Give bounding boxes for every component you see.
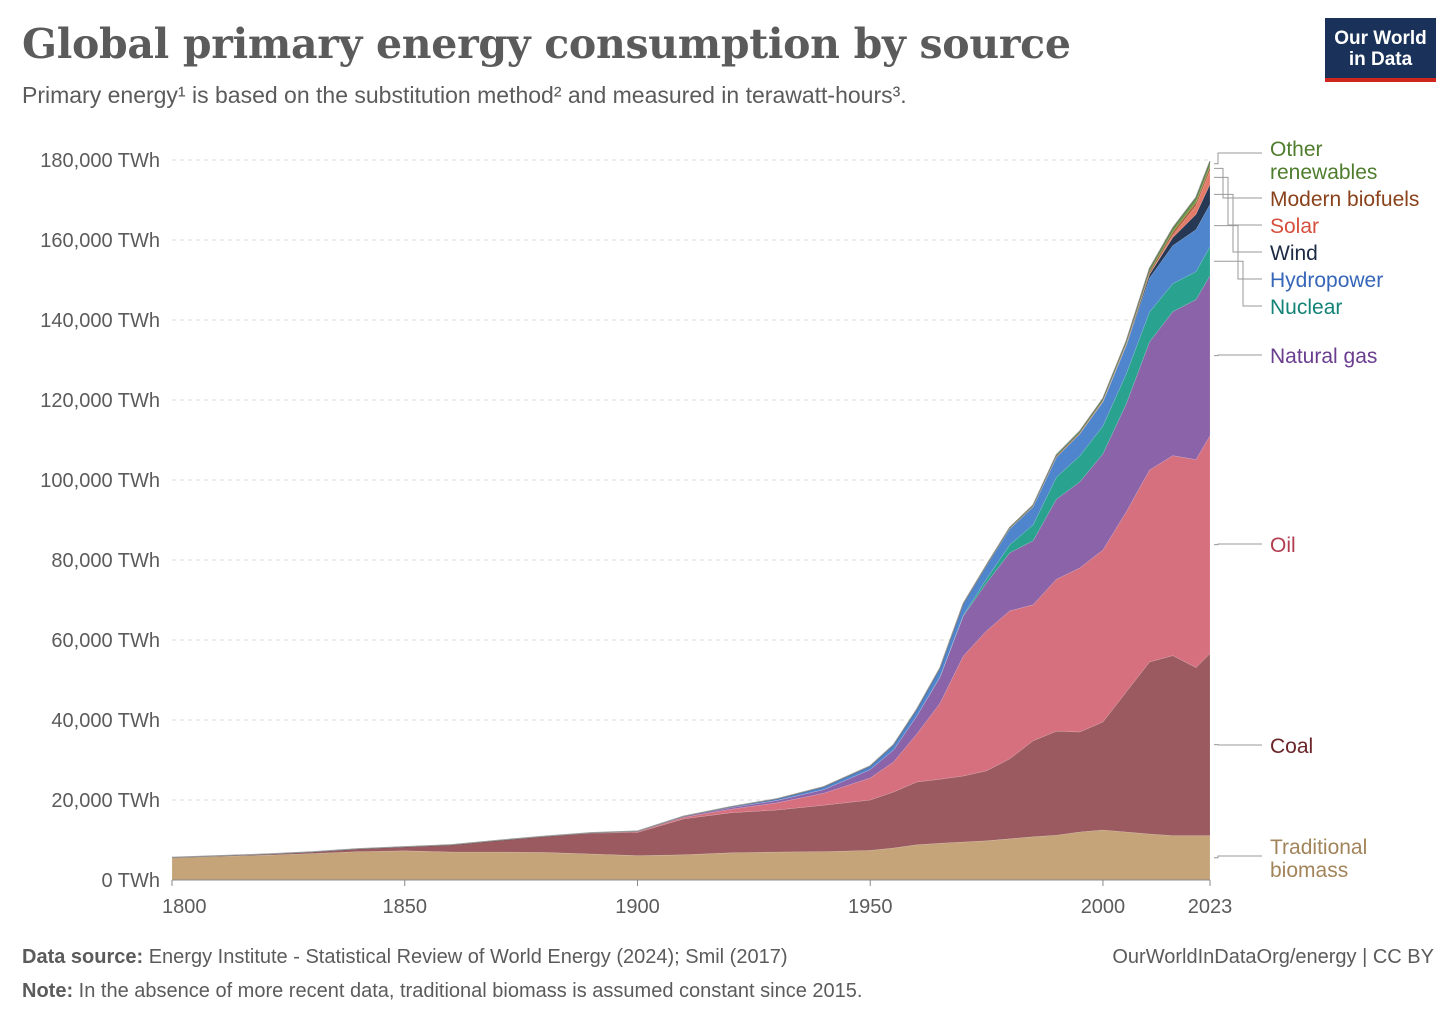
axes: 0 TWh 20,000 TWh 40,000 TWh 60,000 TWh 80,00… bbox=[40, 150, 1232, 918]
legend-connector bbox=[1214, 152, 1262, 165]
legend-connector bbox=[1214, 855, 1262, 859]
legend-connector bbox=[1214, 193, 1262, 253]
legend-connector bbox=[1214, 225, 1262, 280]
legend-label-traditional-biomass: Traditional bbox=[1270, 836, 1367, 859]
legend-label-hydropower: Hydropower bbox=[1270, 269, 1383, 292]
source-link[interactable]: OurWorldInDataOrg/energy | CC BY bbox=[1112, 946, 1434, 968]
stacked-areas bbox=[171, 160, 1211, 881]
y-tick-label: 160,000 TWh bbox=[40, 230, 160, 252]
chart-subtitle: Primary energy¹ is based on the substitu… bbox=[22, 82, 907, 108]
legend-label-wind: Wind bbox=[1270, 242, 1318, 265]
total-outline bbox=[171, 160, 1211, 859]
legend-label-other-renewables: renewables bbox=[1270, 161, 1377, 184]
data-source-line: Data source: Energy Institute - Statisti… bbox=[22, 946, 788, 969]
y-tick-label: 80,000 TWh bbox=[51, 550, 160, 572]
x-tick-label: 1900 bbox=[615, 896, 660, 918]
note-line: Note: In the absence of more recent data… bbox=[22, 980, 862, 1003]
note-label: Note: bbox=[22, 980, 74, 1002]
legend-label-coal: Coal bbox=[1270, 735, 1313, 758]
legend-connector bbox=[1214, 260, 1262, 307]
owid-logo[interactable]: Our World in Data bbox=[1325, 18, 1436, 82]
note-text: In the absence of more recent data, trad… bbox=[78, 980, 863, 1002]
legend-label-traditional-biomass: biomass bbox=[1270, 859, 1348, 882]
legend-label-other-renewables: Other bbox=[1270, 138, 1323, 161]
x-tick-label: 1950 bbox=[848, 896, 893, 918]
source-label: Data source: bbox=[22, 946, 144, 968]
legend-connector bbox=[1214, 354, 1262, 357]
x-tick-label: 2023 bbox=[1188, 896, 1233, 918]
x-tick-label: 1800 bbox=[162, 896, 207, 918]
y-tick-label: 180,000 TWh bbox=[40, 150, 160, 172]
y-tick-label: 140,000 TWh bbox=[40, 310, 160, 332]
legend-connector bbox=[1214, 176, 1262, 226]
legend-label-solar: Solar bbox=[1270, 215, 1319, 238]
chart-title: Global primary energy consumption by sou… bbox=[22, 20, 1071, 68]
y-tick-label: 0 TWh bbox=[101, 870, 160, 892]
y-tick-label: 40,000 TWh bbox=[51, 710, 160, 732]
y-tick-label: 60,000 TWh bbox=[51, 630, 160, 652]
y-tick-label: 20,000 TWh bbox=[51, 790, 160, 812]
x-tick-label: 2000 bbox=[1081, 896, 1126, 918]
logo-line-1: Our World bbox=[1334, 28, 1427, 49]
source-text: Energy Institute - Statistical Review of… bbox=[148, 946, 788, 968]
legend-label-natural-gas: Natural gas bbox=[1270, 345, 1377, 368]
legend-label-modern-biofuels: Modern biofuels bbox=[1270, 188, 1419, 211]
legend-connector bbox=[1214, 543, 1262, 546]
y-tick-label: 120,000 TWh bbox=[40, 390, 160, 412]
y-tick-label: 100,000 TWh bbox=[40, 470, 160, 492]
x-tick-label: 1850 bbox=[382, 896, 427, 918]
legend-connector bbox=[1214, 167, 1262, 199]
legend-label-nuclear: Nuclear bbox=[1270, 296, 1342, 319]
legend-label-oil: Oil bbox=[1270, 534, 1296, 557]
logo-line-2: in Data bbox=[1348, 49, 1413, 70]
